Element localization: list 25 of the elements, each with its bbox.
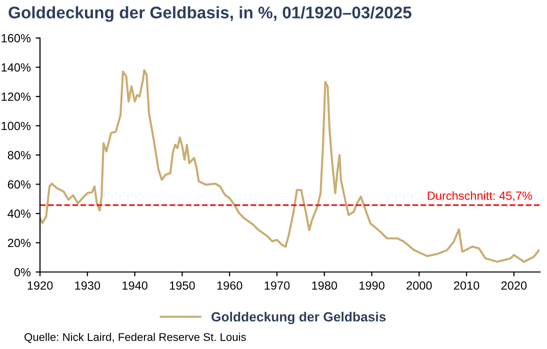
x-tick-label: 1940	[122, 281, 148, 290]
y-tick-label: 80%	[8, 151, 31, 160]
x-tick-label: 2020	[501, 281, 527, 290]
y-tick-label: 160%	[2, 34, 31, 42]
x-tick-label: 1930	[75, 281, 100, 290]
x-tick-label: 2000	[406, 281, 432, 290]
x-tick-label: 1990	[360, 281, 384, 290]
y-tick-label: 140%	[2, 63, 31, 72]
legend-label: Golddeckung der Geldbasis	[212, 312, 386, 324]
line-series	[40, 69, 540, 263]
y-tick-label: 100%	[2, 122, 31, 130]
ref-line-label: Durchschnitt: 45,7%	[428, 191, 532, 202]
x-tick-label: 1950	[170, 281, 195, 290]
source-note: Quelle: Nick Laird, Federal Reserve St. Louis	[24, 332, 246, 343]
y-tick-label: 120%	[2, 92, 31, 101]
x-tick-label: 1960	[217, 281, 242, 290]
x-tick-label: 2010	[454, 281, 480, 290]
chart-title: Golddeckung der Geldbasis, in %, 01/1920–03/2025	[8, 6, 412, 22]
x-tick-label: 1970	[264, 281, 290, 290]
y-tick-label: 60%	[8, 180, 31, 189]
y-tick-label: 40%	[8, 210, 31, 218]
y-tick-label: 0%	[14, 268, 31, 276]
y-tick-label: 20%	[8, 238, 31, 248]
x-tick-label: 1980	[312, 281, 338, 290]
x-tick-label: 1920	[28, 281, 53, 290]
